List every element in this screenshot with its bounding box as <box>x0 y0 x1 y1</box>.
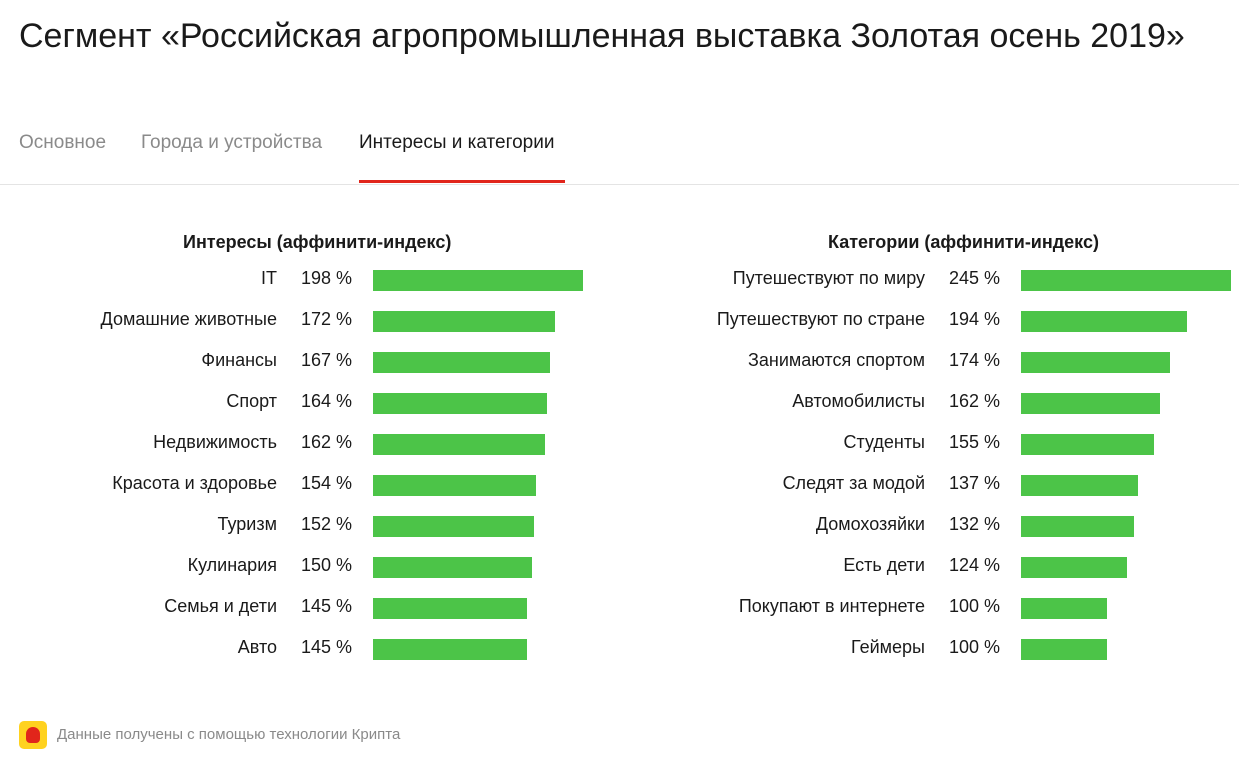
bar <box>1021 434 1154 455</box>
bar <box>373 639 527 660</box>
chart-row: Туризм 152 % <box>0 508 600 549</box>
chart-row: Авто 145 % <box>0 631 600 672</box>
categories-chart-title: Категории (аффинити-индекс) <box>828 232 1099 252</box>
value-label: 150 % <box>301 555 353 575</box>
chart-row: Занимаются спортом 174 % <box>620 344 1239 385</box>
category-label: Занимаются спортом <box>748 350 925 370</box>
chart-row: Путешествуют по миру 245 % <box>620 262 1239 303</box>
bar <box>1021 516 1134 537</box>
bar <box>1021 639 1107 660</box>
category-label: Геймеры <box>851 637 925 657</box>
chart-row: Есть дети 124 % <box>620 549 1239 590</box>
value-label: 174 % <box>949 350 1001 370</box>
category-label: Путешествуют по миру <box>732 268 925 288</box>
chart-row: Домохозяйки 132 % <box>620 508 1239 549</box>
chart-row: Семья и дети 145 % <box>0 590 600 631</box>
category-label: Домашние животные <box>100 309 277 329</box>
tab-main[interactable]: Основное <box>19 132 107 153</box>
value-label: 145 % <box>301 596 353 616</box>
chart-row: Следят за модой 137 % <box>620 467 1239 508</box>
bar <box>1021 557 1127 578</box>
chart-row: IT 198 % <box>0 262 600 303</box>
value-label: 164 % <box>301 391 353 411</box>
value-label: 145 % <box>301 637 353 657</box>
chart-row: Автомобилисты 162 % <box>620 385 1239 426</box>
bar <box>373 352 550 373</box>
bar <box>373 393 547 414</box>
chart-row: Недвижимость 162 % <box>0 426 600 467</box>
bar <box>373 434 545 455</box>
value-label: 167 % <box>301 350 353 370</box>
footer-note: Данные получены с помощью технологии Кри… <box>57 726 401 743</box>
bar <box>373 598 527 619</box>
bar <box>373 270 583 291</box>
value-label: 154 % <box>301 473 353 493</box>
interests-chart-title: Интересы (аффинити-индекс) <box>183 232 452 252</box>
value-label: 198 % <box>301 268 353 288</box>
bar <box>1021 475 1138 496</box>
value-label: 100 % <box>949 637 1001 657</box>
chart-row: Покупают в интернете 100 % <box>620 590 1239 631</box>
chart-row: Геймеры 100 % <box>620 631 1239 672</box>
bar <box>373 475 536 496</box>
category-label: Семья и дети <box>164 596 277 616</box>
category-label: Путешествуют по стране <box>716 309 925 329</box>
value-label: 124 % <box>949 555 1001 575</box>
bar <box>1021 270 1231 291</box>
chart-row: Путешествуют по стране 194 % <box>620 303 1239 344</box>
bar <box>1021 598 1107 619</box>
krypta-logo-icon <box>19 721 47 749</box>
category-label: IT <box>261 268 277 288</box>
chart-row: Финансы 167 % <box>0 344 600 385</box>
tab-bar: Основное Города и устройства Интересы и … <box>0 118 1239 185</box>
category-label: Покупают в интернете <box>738 596 925 616</box>
chart-row: Студенты 155 % <box>620 426 1239 467</box>
value-label: 152 % <box>301 514 353 534</box>
value-label: 132 % <box>949 514 1001 534</box>
category-label: Студенты <box>843 432 925 452</box>
category-label: Кулинария <box>187 555 277 575</box>
chart-row: Кулинария 150 % <box>0 549 600 590</box>
category-label: Автомобилисты <box>792 391 925 411</box>
chart-row: Красота и здоровье 154 % <box>0 467 600 508</box>
chart-row: Домашние животные 172 % <box>0 303 600 344</box>
bar <box>373 557 532 578</box>
category-label: Домохозяйки <box>815 514 925 534</box>
value-label: 245 % <box>949 268 1001 288</box>
category-label: Финансы <box>201 350 277 370</box>
category-label: Есть дети <box>843 555 925 575</box>
bar <box>373 516 534 537</box>
bar <box>1021 352 1170 373</box>
value-label: 162 % <box>301 432 353 452</box>
tab-interests-categories[interactable]: Интересы и категории <box>359 132 565 183</box>
value-label: 194 % <box>949 309 1001 329</box>
value-label: 137 % <box>949 473 1001 493</box>
category-label: Спорт <box>226 391 277 411</box>
value-label: 172 % <box>301 309 353 329</box>
bar <box>1021 393 1160 414</box>
chart-row: Спорт 164 % <box>0 385 600 426</box>
value-label: 155 % <box>949 432 1001 452</box>
category-label: Туризм <box>217 514 277 534</box>
bar <box>373 311 555 332</box>
bar <box>1021 311 1187 332</box>
category-label: Авто <box>237 637 277 657</box>
value-label: 162 % <box>949 391 1001 411</box>
tab-cities-devices[interactable]: Города и устройства <box>141 132 323 153</box>
category-label: Недвижимость <box>153 432 277 452</box>
page-title: Сегмент «Российская агропромышленная выс… <box>19 17 1185 55</box>
category-label: Следят за модой <box>782 473 925 493</box>
category-label: Красота и здоровье <box>112 473 277 493</box>
value-label: 100 % <box>949 596 1001 616</box>
